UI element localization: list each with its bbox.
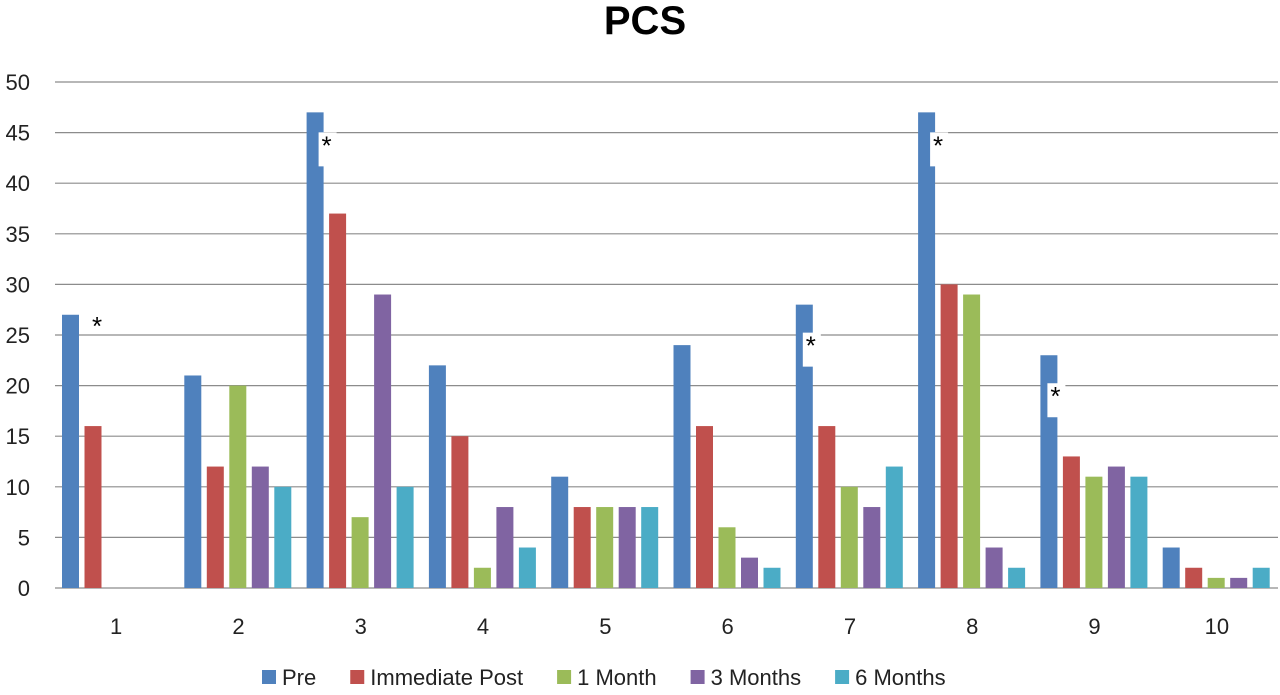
y-tick-label: 15 xyxy=(6,424,30,449)
legend-item-immediate-post: Immediate Post xyxy=(350,665,523,690)
x-tick-label: 6 xyxy=(722,614,734,639)
bar-pre-5 xyxy=(551,476,569,588)
y-tick-label: 25 xyxy=(6,323,30,348)
x-tick-label: 9 xyxy=(1088,614,1100,639)
annotation-box xyxy=(318,132,337,167)
y-tick-label: 10 xyxy=(6,475,30,500)
y-tick-label: 45 xyxy=(6,121,30,146)
legend-label: 6 Months xyxy=(855,665,946,690)
y-tick-label: 35 xyxy=(6,222,30,247)
annotation-asterisk: * xyxy=(806,331,816,361)
bar-immediate-post-9 xyxy=(1062,456,1080,588)
bar-pre-2 xyxy=(184,375,202,588)
x-tick-label: 3 xyxy=(355,614,367,639)
x-tick-label: 2 xyxy=(232,614,244,639)
legend-label: Immediate Post xyxy=(370,665,523,690)
annotations: * * * * * xyxy=(92,130,1066,418)
y-tick-label: 30 xyxy=(6,272,30,297)
y-tick-label: 0 xyxy=(18,576,30,601)
y-axis-ticks: 0 5 10 15 20 25 30 35 40 45 50 xyxy=(6,70,30,601)
legend-item-3-months: 3 Months xyxy=(690,665,802,690)
annotation-box xyxy=(1047,383,1066,418)
bar-6-months-4 xyxy=(518,547,536,588)
bar-3-months-7 xyxy=(863,507,881,588)
legend-item-1-month: 1 Month xyxy=(557,665,657,690)
bar-immediate-post-3 xyxy=(329,213,347,588)
bar-immediate-post-1 xyxy=(84,426,102,588)
legend-label: Pre xyxy=(282,665,316,690)
bar-3-months-2 xyxy=(251,466,269,588)
bar-immediate-post-5 xyxy=(573,507,591,588)
bar-pre-10 xyxy=(1162,547,1180,588)
y-tick-label: 5 xyxy=(18,525,30,550)
bar-pre-7 xyxy=(795,304,813,588)
bar-3-months-9 xyxy=(1107,466,1125,588)
bar-immediate-post-7 xyxy=(818,426,836,588)
x-tick-label: 5 xyxy=(599,614,611,639)
x-tick-label: 10 xyxy=(1205,614,1229,639)
bar-6-months-10 xyxy=(1252,567,1270,588)
annotation-box xyxy=(930,132,949,167)
annotation-asterisk: * xyxy=(92,311,102,341)
bar-1-month-10 xyxy=(1207,577,1225,588)
legend-item-6-months: 6 Months xyxy=(835,665,946,690)
legend-swatch xyxy=(690,670,705,684)
bar-6-months-7 xyxy=(885,466,903,588)
annotation-asterisk: * xyxy=(1050,381,1060,411)
legend-swatch xyxy=(262,670,276,684)
bar-6-months-2 xyxy=(274,486,292,588)
bar-immediate-post-4 xyxy=(451,436,469,588)
bar-1-month-2 xyxy=(229,385,247,588)
annotation-asterisk: * xyxy=(322,130,332,160)
bar-pre-1 xyxy=(62,314,79,588)
legend-label: 3 Months xyxy=(711,665,802,690)
bar-1-month-5 xyxy=(596,507,614,588)
bar-pre-3 xyxy=(306,112,324,589)
bar-3-months-3 xyxy=(374,294,392,588)
bar-6-months-3 xyxy=(396,486,414,588)
legend-item-pre: Pre xyxy=(262,665,316,690)
y-tick-label: 20 xyxy=(6,374,30,399)
legend: Pre Immediate Post 1 Month 3 Months 6 Months xyxy=(262,665,946,690)
legend-swatch xyxy=(350,670,365,684)
x-axis-ticks: 1 2 3 4 5 6 7 8 9 10 xyxy=(110,614,1229,639)
chart-title: PCS xyxy=(604,0,686,43)
bar-immediate-post-6 xyxy=(696,426,713,588)
y-tick-label: 40 xyxy=(6,171,30,196)
bar-3-months-4 xyxy=(496,507,514,588)
bar-6-months-5 xyxy=(641,507,659,588)
x-tick-label: 7 xyxy=(844,614,856,639)
legend-swatch xyxy=(835,670,850,684)
legend-swatch xyxy=(557,670,572,684)
bar-pre-4 xyxy=(428,365,446,588)
bar-3-months-10 xyxy=(1230,577,1248,588)
bar-1-month-8 xyxy=(963,294,981,588)
bar-pre-8 xyxy=(918,112,936,589)
bar-immediate-post-2 xyxy=(206,466,224,588)
bar-6-months-9 xyxy=(1130,476,1148,588)
bar-6-months-8 xyxy=(1008,567,1026,588)
bar-1-month-6 xyxy=(718,527,736,588)
bar-1-month-4 xyxy=(473,567,491,588)
bar-3-months-8 xyxy=(985,547,1003,588)
bar-1-month-7 xyxy=(840,486,858,588)
bar-pre-6 xyxy=(673,345,691,588)
bar-3-months-5 xyxy=(618,507,636,588)
bar-1-month-9 xyxy=(1085,476,1103,588)
bar-immediate-post-8 xyxy=(940,284,958,588)
x-tick-label: 8 xyxy=(966,614,978,639)
bars xyxy=(62,112,1270,589)
x-tick-label: 4 xyxy=(477,614,489,639)
bar-immediate-post-10 xyxy=(1185,567,1203,588)
x-tick-label: 1 xyxy=(110,614,122,639)
y-tick-label: 50 xyxy=(6,70,30,95)
legend-label: 1 Month xyxy=(577,665,657,690)
annotation-box xyxy=(802,332,821,367)
bar-3-months-6 xyxy=(741,557,758,588)
annotation-asterisk: * xyxy=(933,130,943,160)
bar-1-month-3 xyxy=(351,517,369,588)
bar-6-months-6 xyxy=(763,567,781,588)
